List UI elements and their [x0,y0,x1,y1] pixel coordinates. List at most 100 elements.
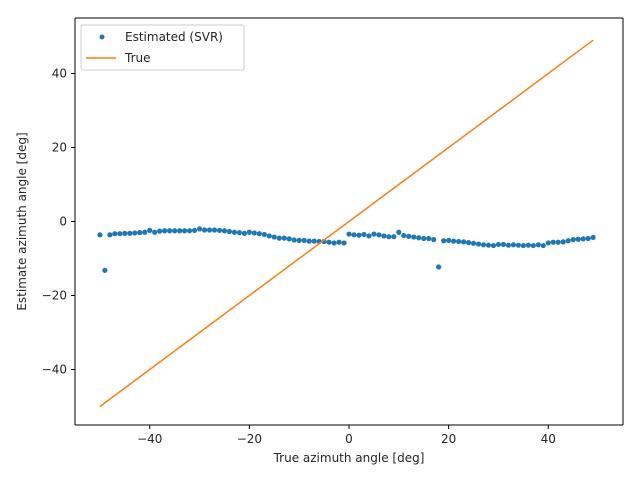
data-point [571,237,576,242]
data-point [576,237,581,242]
data-point [521,243,526,248]
data-point [386,234,391,239]
data-point [331,240,336,245]
y-tick-label: 20 [52,141,67,155]
data-point [391,234,396,239]
data-point [172,228,177,233]
data-point [526,243,531,248]
data-point [297,238,302,243]
data-point [446,238,451,243]
data-point [341,240,346,245]
data-point [491,243,496,248]
data-point [411,234,416,239]
data-point [152,230,157,235]
legend-label-true: True [124,51,151,65]
data-point [486,243,491,248]
data-point [456,239,461,244]
data-point [436,264,441,269]
data-point [137,230,142,235]
x-axis-label: True azimuth angle [deg] [273,451,425,465]
data-point [237,230,242,235]
data-point [232,230,237,235]
data-point [187,228,192,233]
data-point [167,228,172,233]
y-tick-label: 0 [59,215,67,229]
data-point [242,231,247,236]
data-point [501,242,506,247]
data-point [481,242,486,247]
data-point [581,236,586,241]
data-point [132,230,137,235]
data-point [346,231,351,236]
data-point [112,231,117,236]
data-point [277,236,282,241]
legend-marker-estimated [100,35,105,40]
data-point [421,236,426,241]
data-point [107,232,112,237]
data-point [431,237,436,242]
y-tick-label: −40 [42,363,67,377]
data-point [312,239,317,244]
data-point [147,228,152,233]
data-point [127,231,132,236]
data-point [326,240,331,245]
y-tick-label: −20 [42,289,67,303]
data-point [287,236,292,241]
data-point [441,238,446,243]
data-point [292,237,297,242]
data-point [207,227,212,232]
data-point [102,268,107,273]
y-tick-label: 40 [52,67,67,81]
legend: Estimated (SVR) True [81,25,244,70]
y-axis-label: Estimate azimuth angle [deg] [15,132,29,310]
data-point [212,227,217,232]
data-point [451,239,456,244]
data-point [157,229,162,234]
data-point [192,228,197,233]
data-point [401,233,406,238]
data-point [546,240,551,245]
legend-label-estimated: Estimated (SVR) [125,30,223,44]
data-point [122,231,127,236]
data-point [227,229,232,234]
data-point [586,236,591,241]
data-point [302,238,307,243]
data-point [272,234,277,239]
data-point [556,240,561,245]
data-point [466,240,471,245]
data-point [257,231,262,236]
data-point [202,227,207,232]
data-point [217,228,222,233]
data-point [541,243,546,248]
data-point [536,242,541,247]
data-point [222,228,227,233]
data-point [551,240,556,245]
data-point [97,232,102,237]
x-tick-label: 40 [541,432,556,446]
data-point [162,228,167,233]
x-tick-label: −20 [237,432,262,446]
data-point [262,232,267,237]
data-point [336,240,341,245]
data-point [471,241,476,246]
data-point [561,239,566,244]
data-point [247,230,252,235]
data-point [351,232,356,237]
data-point [356,233,361,238]
data-point [361,232,366,237]
data-point [461,239,466,244]
data-point [496,242,501,247]
data-point [426,236,431,241]
data-point [366,233,371,238]
data-point [381,233,386,238]
data-point [252,230,257,235]
data-point [177,228,182,233]
data-point [307,239,312,244]
x-tick-label: 0 [345,432,353,446]
data-point [566,238,571,243]
data-point [506,243,511,248]
data-point [396,230,401,235]
data-point [376,232,381,237]
data-point [531,243,536,248]
